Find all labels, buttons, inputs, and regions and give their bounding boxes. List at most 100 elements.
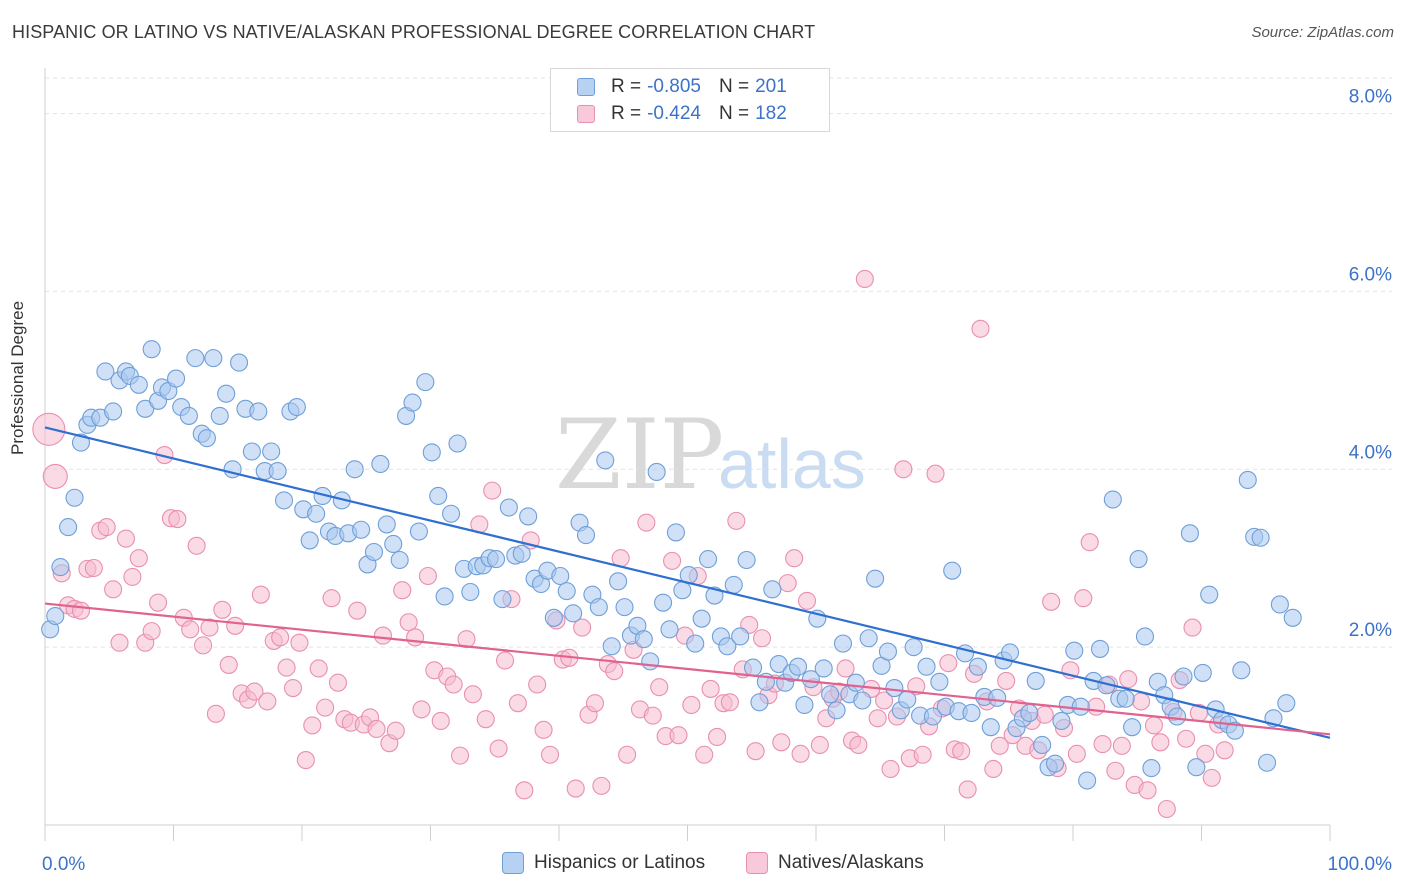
point-natives — [1119, 670, 1138, 689]
point-hispanics — [1033, 735, 1052, 755]
point-hispanics — [1045, 754, 1065, 773]
point-natives — [271, 628, 290, 647]
point-natives — [1112, 736, 1131, 755]
point-hispanics — [345, 460, 364, 479]
point-natives — [528, 675, 547, 694]
point-hispanics — [564, 604, 583, 623]
point-hispanics — [442, 504, 461, 523]
point-hispanics — [1090, 639, 1110, 658]
point-natives — [939, 654, 958, 673]
point-natives — [116, 529, 136, 548]
point-hispanics — [1129, 550, 1148, 569]
point-hispanics — [1168, 707, 1187, 726]
point-natives — [1080, 533, 1099, 552]
point-natives — [84, 558, 103, 578]
point-natives — [650, 678, 669, 697]
point-hispanics — [763, 580, 782, 599]
point-hispanics — [364, 542, 384, 562]
point-hispanics — [743, 658, 763, 677]
point-hispanics — [551, 566, 570, 586]
point-hispanics — [242, 442, 261, 461]
point-natives — [605, 662, 624, 681]
point-natives — [1138, 781, 1157, 800]
point-natives — [1202, 768, 1221, 787]
point-hispanics — [647, 462, 666, 482]
point-natives — [367, 719, 386, 739]
point-hispanics — [390, 550, 409, 570]
point-hispanics — [833, 634, 853, 653]
point-hispanics — [96, 362, 115, 381]
x-tick-label-max: 100.0% — [1328, 854, 1393, 875]
point-natives — [110, 633, 129, 652]
point-hispanics — [1187, 758, 1206, 777]
tick-labels: 2.0% 4.0% 6.0% 8.0% 0.0% 100.0% — [42, 87, 1392, 875]
point-hispanics — [866, 569, 885, 588]
point-natives — [791, 744, 810, 763]
point-hispanics — [750, 693, 769, 712]
point-hispanics — [1135, 627, 1155, 646]
point-natives — [168, 510, 187, 529]
chart-title: HISPANIC OR LATINO VS NATIVE/ALASKAN PRO… — [12, 22, 816, 42]
point-natives — [226, 616, 245, 635]
legend-n-label: N = — [718, 76, 750, 97]
point-hispanics — [557, 582, 576, 601]
point-hispanics — [1123, 718, 1142, 737]
point-natives — [1106, 761, 1125, 780]
point-natives — [1177, 729, 1196, 748]
point-natives — [258, 692, 277, 711]
point-hispanics — [435, 587, 454, 606]
point-natives — [290, 633, 309, 652]
point-natives — [393, 581, 412, 600]
point-hispanics — [129, 375, 148, 394]
legend-swatch-pink — [746, 852, 768, 874]
point-natives — [1093, 735, 1112, 754]
point-hispanics — [371, 454, 390, 474]
point-natives — [701, 679, 720, 698]
point-natives — [495, 651, 515, 670]
point-natives — [309, 659, 328, 678]
point-natives — [386, 721, 405, 740]
point-natives — [1215, 741, 1234, 760]
point-hispanics — [167, 369, 186, 388]
legend-n-label: N = — [718, 103, 750, 124]
point-natives — [1067, 744, 1086, 763]
point-hispanics — [724, 575, 743, 594]
y-tick-label: 6.0% — [1349, 264, 1392, 285]
point-hispanics — [46, 606, 65, 626]
point-hispanics — [1026, 671, 1045, 690]
point-hispanics — [660, 620, 679, 639]
point-hispanics — [512, 544, 531, 563]
watermark-zip: ZIP — [555, 399, 724, 511]
point-hispanics — [795, 695, 814, 714]
axes — [44, 68, 1331, 841]
legend-n-value: 182 — [755, 103, 787, 124]
point-hispanics — [429, 486, 448, 506]
trend-lines — [44, 426, 1331, 739]
point-natives — [926, 464, 945, 483]
point-hispanics — [602, 637, 621, 656]
point-natives — [316, 698, 335, 717]
point-natives — [534, 720, 553, 739]
point-hispanics — [859, 629, 878, 648]
legend-swatch-blue — [502, 852, 524, 874]
x-tick-label-min: 0.0% — [42, 854, 85, 875]
point-hispanics — [59, 518, 78, 537]
point-natives — [573, 618, 592, 637]
watermark-atlas: atlas — [718, 425, 866, 503]
point-natives — [682, 695, 701, 714]
point-natives — [1157, 799, 1176, 819]
point-natives — [283, 678, 303, 698]
point-natives — [129, 549, 148, 568]
point-natives — [540, 745, 560, 764]
point-hispanics — [416, 373, 435, 392]
correlation-legend: R = -0.805 N = 201 R = -0.424 N = 182 — [550, 68, 830, 132]
point-natives — [592, 776, 611, 795]
point-natives — [194, 636, 213, 655]
point-hispanics — [962, 703, 981, 723]
point-hispanics — [1020, 703, 1039, 723]
legend-item-hispanics: Hispanics or Latinos — [502, 852, 705, 874]
point-natives — [746, 742, 765, 761]
legend-swatch-blue — [577, 78, 595, 96]
point-hispanics — [1071, 697, 1090, 716]
point-natives — [708, 727, 727, 747]
